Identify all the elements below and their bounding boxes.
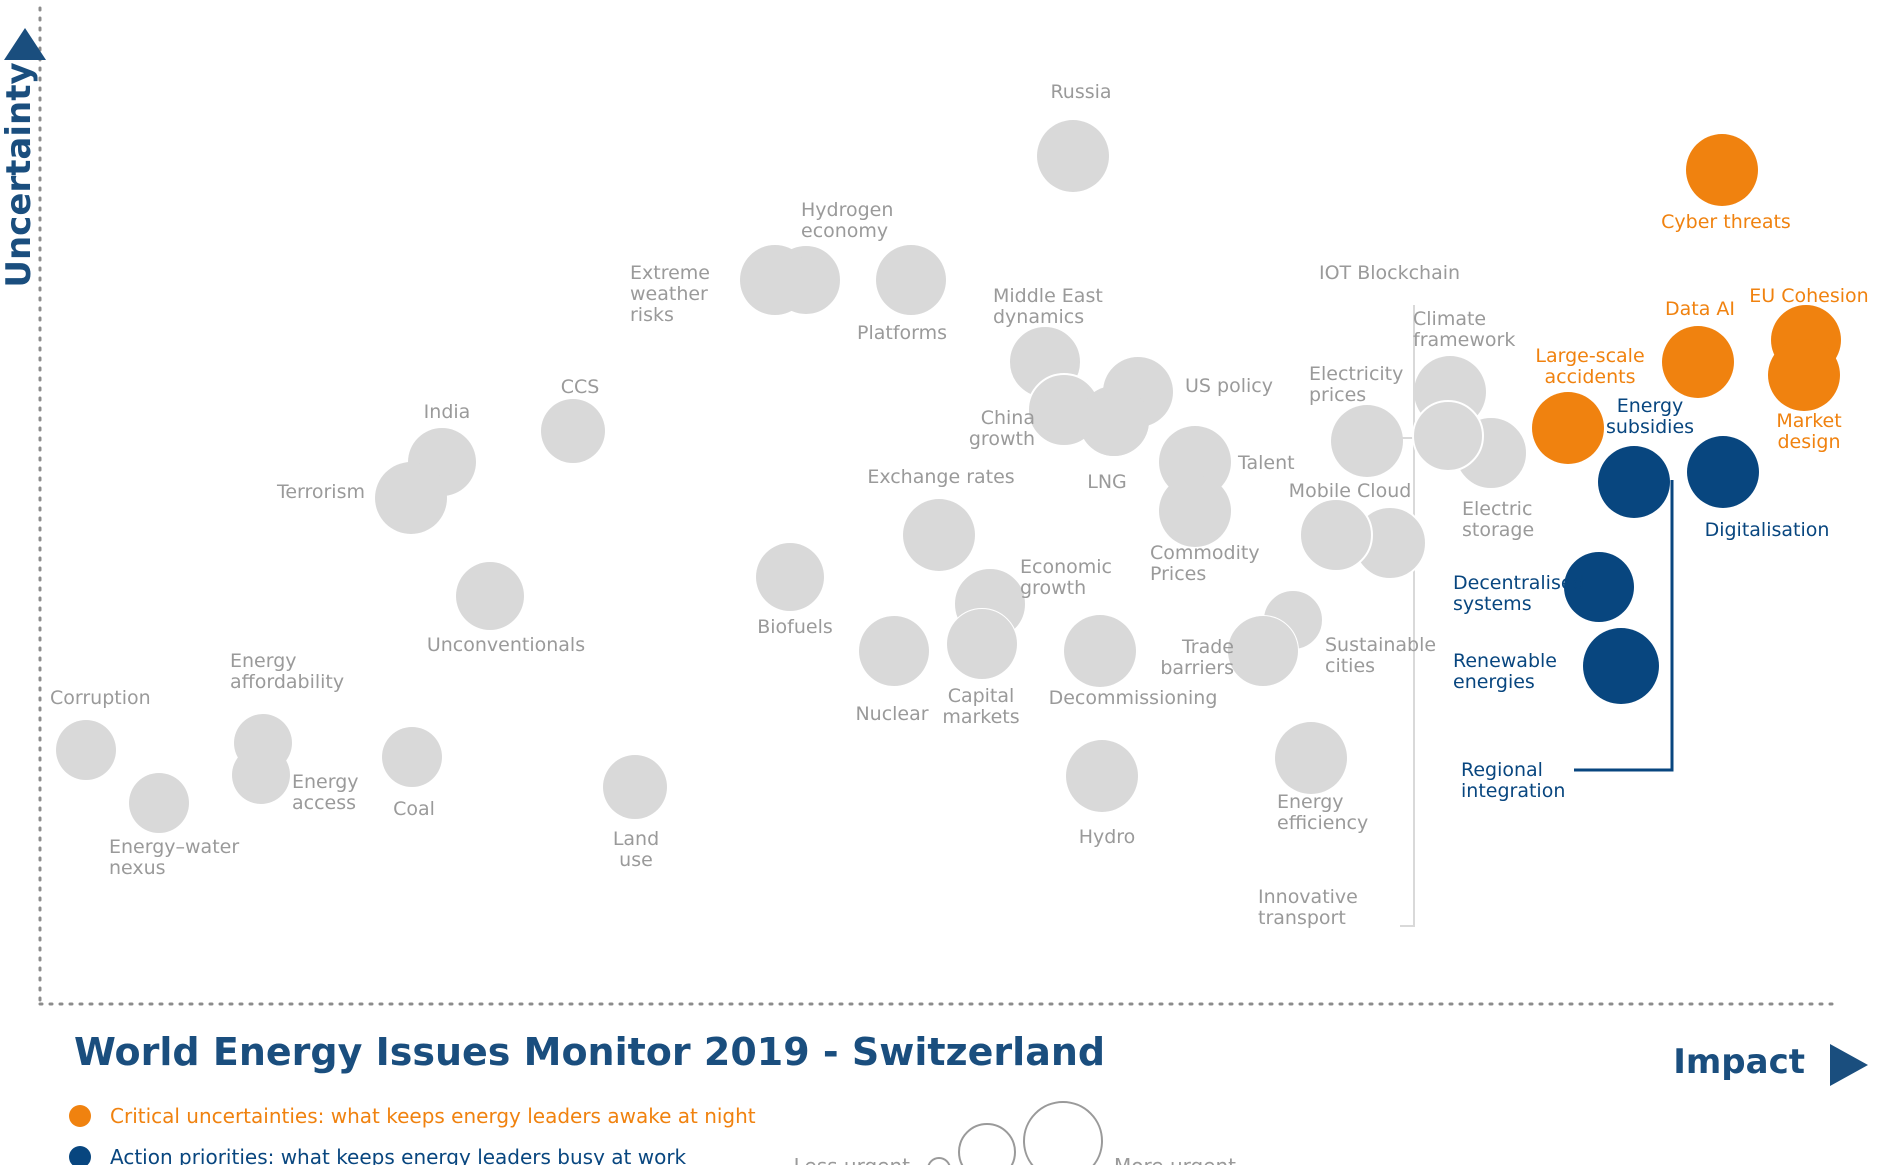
legend-blue-label: Action priorities: what keeps energy lea… (110, 1145, 687, 1165)
bubble-point (456, 562, 524, 630)
labels-layer: Russia Cyber threats Hydrogen economy Extrem… (50, 81, 1869, 929)
bubble-label: China growth (969, 407, 1035, 450)
bubble-point (740, 245, 810, 315)
bubble-point (1079, 386, 1149, 456)
y-axis-label: Uncertainty (0, 62, 39, 287)
bubble-label: Energy affordability (230, 650, 344, 693)
bubble-label: Energy–water nexus (109, 836, 239, 879)
bubble-label: Hydrogen economy (801, 199, 893, 242)
legend-blue-marker (69, 1146, 91, 1165)
bubble-point (903, 499, 975, 571)
bubble-label: Biofuels (757, 616, 833, 638)
bubble-label: Digitalisation (1705, 519, 1830, 541)
bubble-point (1598, 446, 1670, 518)
x-axis-arrow-icon (1830, 1044, 1868, 1086)
bubble-label: Climate framework (1413, 308, 1515, 351)
bubble-point (1686, 134, 1758, 206)
bubble-label: Extreme weather risks (630, 262, 710, 326)
bubble-label: Corruption (50, 687, 151, 709)
size-legend-large-circle (1023, 1101, 1103, 1165)
bubble-label: Electric storage (1462, 498, 1534, 541)
bubble-label: Terrorism (276, 481, 365, 503)
bubble-point (129, 773, 189, 833)
bubble-label: Energy subsidies (1606, 395, 1694, 438)
bubble-label: Renewable energies (1453, 650, 1557, 693)
bubble-label: IOT Blockchain (1319, 262, 1460, 284)
bubble-label: Electricity prices (1309, 363, 1403, 406)
bubble-label: India (424, 401, 471, 423)
bubble-label: Land use (613, 828, 659, 871)
bubble-point (1662, 326, 1734, 398)
bubbles-layer (56, 120, 1841, 833)
bubble-label: Mobile Cloud (1289, 480, 1412, 502)
bubble-label: Platforms (857, 322, 947, 344)
bubble-label: Commodity Prices (1150, 542, 1260, 585)
bubble-label: Sustainable cities (1325, 634, 1436, 677)
bubble-label: Large-scale accidents (1535, 345, 1644, 388)
bubble-point (1159, 475, 1231, 547)
bubble-point (603, 755, 667, 819)
x-axis-label: Impact (1673, 1042, 1805, 1082)
bubble-point (541, 399, 605, 463)
bubble-point (1066, 740, 1138, 812)
bubble-point (375, 462, 447, 534)
legend-orange-marker (69, 1105, 91, 1127)
bubble-label: Trade barriers (1160, 636, 1234, 679)
bubble-label: Economic growth (1020, 556, 1112, 599)
bubble-label: Data AI (1665, 298, 1735, 320)
bubble-point (232, 746, 290, 804)
bubble-point (859, 616, 929, 686)
bubble-label: EU Cohesion (1749, 285, 1868, 307)
bubble-point (1037, 120, 1109, 192)
regional-integration-connector (1574, 480, 1674, 772)
bubble-point (1275, 722, 1347, 794)
bubble-point (1564, 552, 1634, 622)
bubble-point (1412, 400, 1484, 472)
bubble-label: Hydro (1079, 826, 1136, 848)
bubble-label: Innovative transport (1258, 886, 1358, 929)
bubble-label: Energy efficiency (1277, 791, 1368, 834)
bubble-point (1687, 436, 1759, 508)
y-axis-arrow-icon (4, 28, 46, 60)
bubble-label: Nuclear (855, 703, 928, 725)
bubble-label: Russia (1050, 81, 1111, 103)
bubble-point (947, 609, 1017, 679)
bubble-point (382, 727, 442, 787)
bubble-label: Decommissioning (1049, 687, 1218, 709)
chart-title: World Energy Issues Monitor 2019 - Switz… (74, 1030, 1105, 1074)
bubble-point (876, 245, 946, 315)
bubble-label: Talent (1237, 452, 1295, 474)
bubble-point (1331, 405, 1403, 477)
bracket-connector (1393, 305, 1415, 927)
bubble-point (756, 543, 824, 611)
bubble-label: Decentralised systems (1453, 572, 1585, 615)
bubble-label: CCS (561, 376, 600, 398)
bubble-point (1768, 339, 1840, 411)
size-legend-small-circle (927, 1157, 951, 1165)
size-legend-less: Less urgent (794, 1154, 911, 1165)
bubble-label: Unconventionals (427, 634, 585, 656)
bubble-point (1064, 615, 1136, 687)
bubble-label: Market design (1776, 410, 1841, 453)
bubble-point (1228, 616, 1298, 686)
bubble-label: US policy (1185, 375, 1273, 397)
bubble-label: Regional integration (1461, 759, 1565, 802)
bubble-label: Coal (393, 798, 435, 820)
bubble-point (1299, 498, 1373, 572)
bubble-label: Cyber threats (1661, 211, 1791, 233)
bubble-label: Energy access (292, 771, 359, 814)
bubble-label: Middle East dynamics (993, 285, 1103, 328)
size-legend-medium-circle (958, 1123, 1016, 1165)
size-legend-more: More urgent (1114, 1154, 1236, 1165)
legend-orange-label: Critical uncertainties: what keeps energ… (110, 1104, 756, 1128)
bubble-label: LNG (1087, 471, 1127, 493)
bubble-point (56, 720, 116, 780)
bubble-label: Capital markets (942, 685, 1019, 728)
bubble-label: Exchange rates (867, 466, 1014, 488)
bubble-point (1532, 392, 1604, 464)
bubble-point (1583, 628, 1659, 704)
